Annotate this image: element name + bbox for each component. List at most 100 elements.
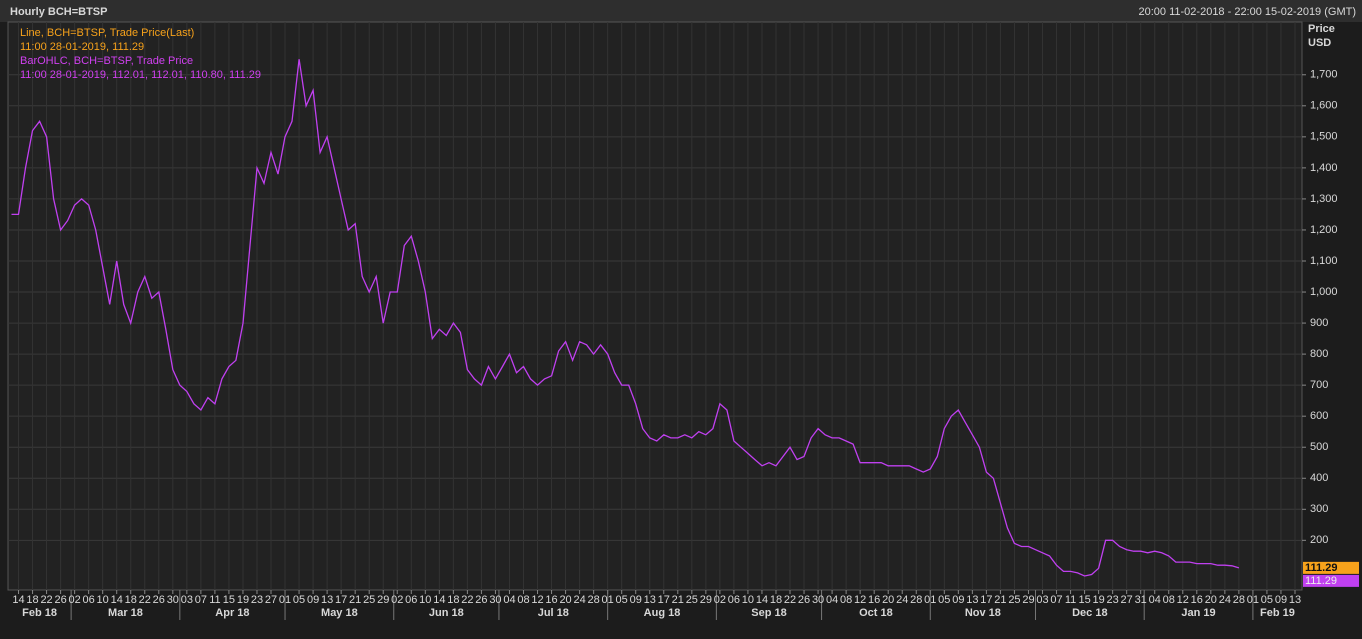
month-label: Feb 18 [22, 607, 57, 619]
month-label: Mar 18 [108, 607, 143, 619]
plot-area [7, 21, 1303, 591]
y-tick-label: 400 [1310, 472, 1328, 484]
y-tick-label: 800 [1310, 348, 1328, 360]
x-tick-label: 06 [405, 594, 417, 606]
y-tick-label: 1,100 [1310, 255, 1338, 267]
x-tick-label: 21 [994, 594, 1006, 606]
x-tick-label: 28 [910, 594, 922, 606]
y-axis-label: Price [1308, 23, 1335, 35]
y-tick-label: 1,200 [1310, 224, 1338, 236]
y-tick-label: 200 [1310, 534, 1328, 546]
x-tick-label: 30 [167, 594, 179, 606]
x-tick-label: 03 [181, 594, 193, 606]
month-label: Feb 19 [1260, 607, 1295, 619]
x-tick-label: 07 [195, 594, 207, 606]
header-bar [0, 0, 1362, 22]
month-label: Dec 18 [1072, 607, 1107, 619]
x-tick-label: 29 [1022, 594, 1034, 606]
x-tick-label: 16 [1191, 594, 1203, 606]
x-tick-label: 29 [377, 594, 389, 606]
x-tick-label: 14 [756, 594, 768, 606]
x-tick-label: 26 [798, 594, 810, 606]
x-tick-label: 22 [40, 594, 52, 606]
x-tick-label: 13 [1289, 594, 1301, 606]
x-tick-label: 10 [742, 594, 754, 606]
x-tick-label: 25 [363, 594, 375, 606]
x-tick-label: 03 [1036, 594, 1048, 606]
x-tick-label: 01 [924, 594, 936, 606]
y-tick-label: 1,600 [1310, 100, 1338, 112]
x-tick-label: 26 [54, 594, 66, 606]
x-tick-label: 10 [97, 594, 109, 606]
x-tick-label: 05 [938, 594, 950, 606]
x-tick-label: 12 [854, 594, 866, 606]
last-value-tag [1303, 574, 1359, 587]
month-label: Jul 18 [538, 607, 569, 619]
last-value-label: 111.29 [1305, 575, 1337, 587]
legend-detail: 11:00 28-01-2019, 111.29 [20, 41, 144, 53]
x-tick-label: 24 [573, 594, 585, 606]
x-tick-label: 09 [1275, 594, 1287, 606]
x-tick-label: 18 [447, 594, 459, 606]
x-tick-label: 14 [111, 594, 123, 606]
x-tick-label: 16 [868, 594, 880, 606]
range-text: 20:00 11-02-2018 - 22:00 15-02-2019 (GMT… [1139, 6, 1356, 18]
x-tick-label: 18 [26, 594, 38, 606]
price-line [11, 59, 1240, 577]
x-tick-label: 15 [223, 594, 235, 606]
x-tick-label: 09 [630, 594, 642, 606]
x-tick-label: 10 [419, 594, 431, 606]
x-tick-label: 30 [812, 594, 824, 606]
x-tick-label: 23 [251, 594, 263, 606]
x-tick-label: 18 [770, 594, 782, 606]
x-tick-label: 11 [209, 594, 220, 606]
x-tick-label: 08 [517, 594, 529, 606]
x-tick-label: 17 [335, 594, 347, 606]
x-tick-label: 07 [1050, 594, 1062, 606]
y-tick-label: 1,700 [1310, 69, 1338, 81]
x-tick-label: 02 [69, 594, 81, 606]
x-tick-label: 08 [1163, 594, 1175, 606]
month-label: Aug 18 [644, 607, 681, 619]
x-tick-label: 25 [686, 594, 698, 606]
x-tick-label: 25 [1008, 594, 1020, 606]
month-label: Nov 18 [965, 607, 1001, 619]
month-label: Apr 18 [215, 607, 249, 619]
x-tick-label: 30 [489, 594, 501, 606]
x-tick-label: 13 [321, 594, 333, 606]
x-tick-label: 04 [503, 594, 515, 606]
x-tick-label: 20 [1205, 594, 1217, 606]
x-tick-label: 13 [966, 594, 978, 606]
x-tick-label: 26 [153, 594, 165, 606]
month-label: Oct 18 [859, 607, 893, 619]
y-tick-label: 1,400 [1310, 162, 1338, 174]
last-value-label: 111.29 [1305, 562, 1337, 574]
x-tick-label: 29 [700, 594, 712, 606]
x-tick-label: 12 [1177, 594, 1189, 606]
x-tick-label: 16 [545, 594, 557, 606]
legend-detail: 11:00 28-01-2019, 112.01, 112.01, 110.80… [20, 69, 261, 81]
x-tick-label: 05 [293, 594, 305, 606]
x-tick-label: 17 [980, 594, 992, 606]
legend-entry: BarOHLC, BCH=BTSP, Trade Price [20, 55, 193, 67]
x-tick-label: 12 [531, 594, 543, 606]
x-tick-label: 26 [475, 594, 487, 606]
x-tick-label: 09 [307, 594, 319, 606]
x-tick-label: 11 [1065, 594, 1076, 606]
y-tick-label: 700 [1310, 379, 1328, 391]
x-tick-label: 20 [559, 594, 571, 606]
x-tick-label: 09 [952, 594, 964, 606]
x-tick-label: 08 [840, 594, 852, 606]
x-tick-label: 31 [1135, 594, 1147, 606]
legend-entry: Line, BCH=BTSP, Trade Price(Last) [20, 27, 194, 39]
x-tick-label: 19 [237, 594, 249, 606]
x-tick-label: 28 [1233, 594, 1245, 606]
y-tick-label: 600 [1310, 410, 1328, 422]
x-tick-label: 24 [1219, 594, 1231, 606]
x-tick-label: 05 [616, 594, 628, 606]
x-tick-label: 22 [784, 594, 796, 606]
x-tick-label: 04 [826, 594, 838, 606]
x-tick-label: 14 [12, 594, 24, 606]
month-label: May 18 [321, 607, 358, 619]
